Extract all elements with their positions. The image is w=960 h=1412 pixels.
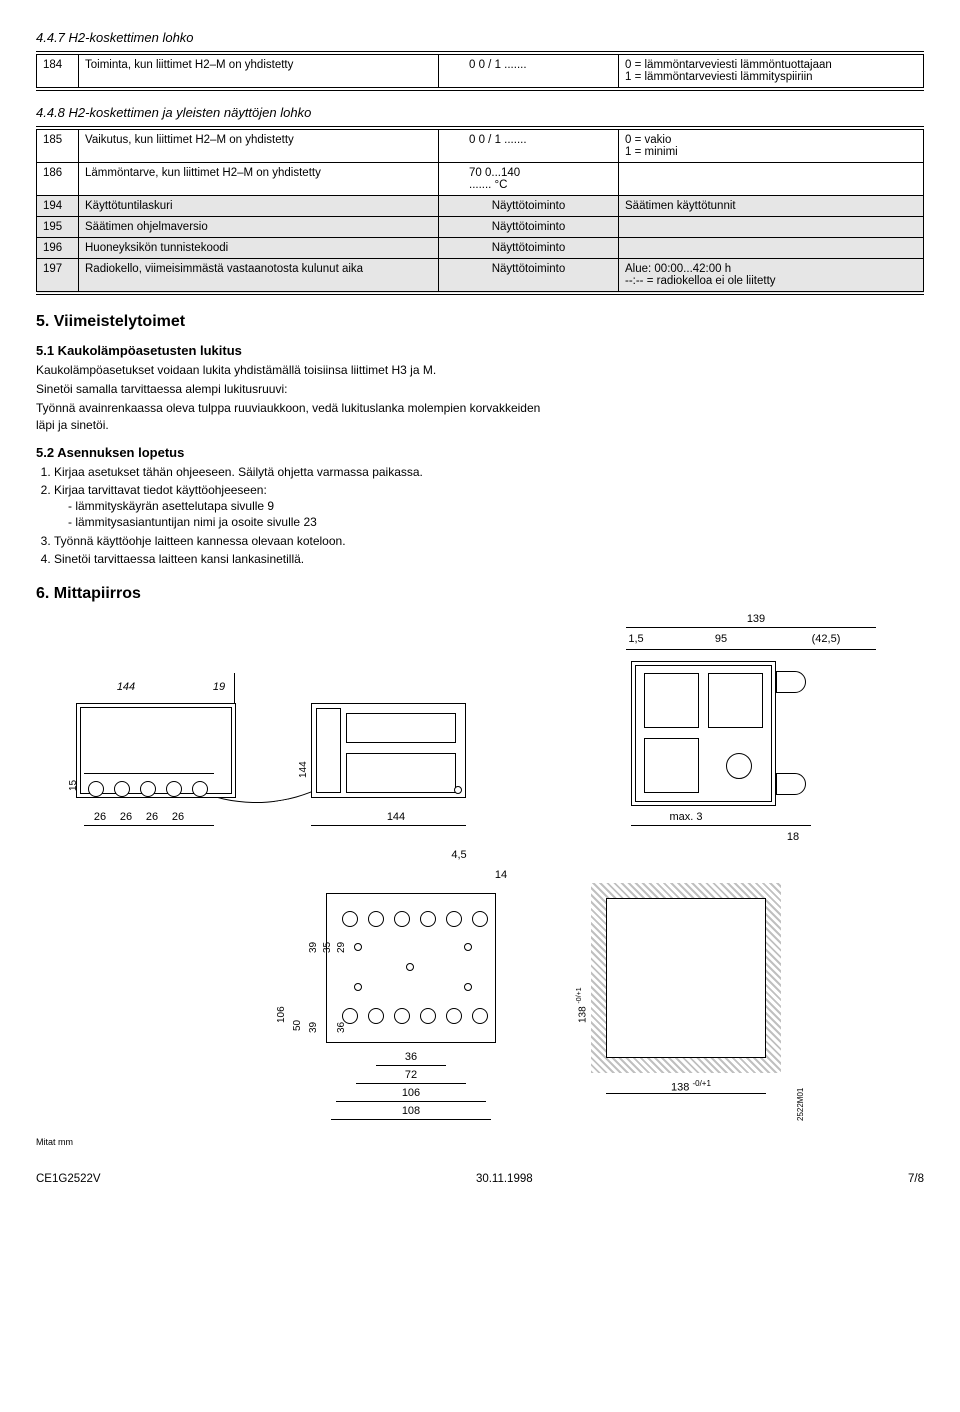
- dim-139: 139: [726, 613, 786, 625]
- table-row: 186Lämmöntarve, kun liittimet H2–M on yh…: [37, 163, 924, 196]
- heading-448: 4.4.8 H2-koskettimen ja yleisten näyttöj…: [36, 105, 924, 120]
- cell-val: 70 0...140 ....... °C: [439, 163, 619, 196]
- heading-52: 5.2 Asennuksen lopetus: [36, 445, 924, 460]
- cell-note: Alue: 00:00...42:00 h --:-- = radiokello…: [619, 259, 924, 294]
- para: Työnnä avainrenkaassa oleva tulppa ruuvi…: [36, 400, 556, 432]
- cell-desc: Radiokello, viimeisimmästä vastaanotosta…: [79, 259, 439, 294]
- table-row: 184 Toiminta, kun liittimet H2–M on yhdi…: [37, 53, 924, 89]
- cell-val: Näyttötoiminto: [439, 217, 619, 238]
- dim-35: 35: [322, 942, 333, 953]
- cell-note: 0 = vakio 1 = minimi: [619, 128, 924, 163]
- dim-72: 72: [391, 1069, 431, 1081]
- dim-108: 108: [386, 1105, 436, 1117]
- dim-26: 26: [140, 811, 164, 823]
- dim-26: 26: [166, 811, 190, 823]
- dim-144-b: 144: [298, 761, 309, 778]
- dim-14: 14: [486, 869, 516, 881]
- table-448: 185Vaikutus, kun liittimet H2–M on yhdis…: [36, 126, 924, 295]
- footer-center: 30.11.1998: [476, 1173, 533, 1185]
- cell-num: 194: [37, 196, 79, 217]
- dim-36: 36: [391, 1051, 431, 1063]
- dim-26: 26: [88, 811, 112, 823]
- drawing-code: 2522M01: [796, 1088, 805, 1121]
- cell-note: Säätimen käyttötunnit: [619, 196, 924, 217]
- footer-right: 7/8: [908, 1173, 924, 1185]
- dim-39: 39: [308, 1022, 319, 1033]
- dim-18: 18: [778, 831, 808, 843]
- cell-val: Näyttötoiminto: [439, 259, 619, 294]
- dimension-drawing: 139 1,5 95 (42,5) 144 19 15 26 26 26 26 …: [36, 613, 916, 1133]
- dim-max3: max. 3: [656, 811, 716, 823]
- heading-51: 5.1 Kaukolämpöasetusten lukitus: [36, 343, 924, 358]
- text-51: Kaukolämpöasetukset voidaan lukita yhdis…: [36, 362, 556, 433]
- dim-144-c: 144: [356, 811, 436, 823]
- cell-val: 0 0 / 1 .......: [439, 128, 619, 163]
- cell-desc: Toiminta, kun liittimet H2–M on yhdistet…: [79, 53, 439, 89]
- dim-106: 106: [276, 1006, 287, 1023]
- cell-val: Näyttötoiminto: [439, 196, 619, 217]
- dim-42-5: (42,5): [796, 633, 856, 645]
- dim-4-5: 4,5: [444, 849, 474, 861]
- para: Kaukolämpöasetukset voidaan lukita yhdis…: [36, 362, 556, 378]
- cell-num: 185: [37, 128, 79, 163]
- dim-106: 106: [386, 1087, 436, 1099]
- dim-19: 19: [204, 681, 234, 693]
- list-item: Kirjaa asetukset tähän ohjeeseen. Säilyt…: [54, 464, 556, 480]
- cell-num: 184: [37, 53, 79, 89]
- footer-left: CE1G2522V: [36, 1173, 101, 1185]
- cell-num: 196: [37, 238, 79, 259]
- cell-note: [619, 217, 924, 238]
- cell-desc: Huoneyksikön tunnistekoodi: [79, 238, 439, 259]
- cell-note: 0 = lämmöntarveviesti lämmöntuottajaan 1…: [619, 53, 924, 89]
- cell-note: [619, 238, 924, 259]
- list-text: Kirjaa tarvittavat tiedot käyttöohjeesee…: [54, 483, 267, 497]
- heading-5: 5. Viimeistelytoimet: [36, 313, 924, 331]
- cell-num: 186: [37, 163, 79, 196]
- cell-desc: Lämmöntarve, kun liittimet H2–M on yhdis…: [79, 163, 439, 196]
- dash-item: - lämmityskäyrän asettelutapa sivulle 9: [68, 498, 556, 514]
- table-row: 196Huoneyksikön tunnistekoodiNäyttötoimi…: [37, 238, 924, 259]
- dim-15: 15: [68, 780, 79, 791]
- heading-447: 4.4.7 H2-koskettimen lohko: [36, 30, 924, 45]
- units-note: Mitat mm: [36, 1137, 924, 1147]
- page-footer: CE1G2522V 30.11.1998 7/8: [36, 1173, 924, 1185]
- dim-138-v: 138 -0/+1: [576, 987, 588, 1023]
- cell-desc: Vaikutus, kun liittimet H2–M on yhdistet…: [79, 128, 439, 163]
- cell-val: Näyttötoiminto: [439, 238, 619, 259]
- dim-50: 50: [292, 1020, 303, 1031]
- dim-29: 29: [336, 942, 347, 953]
- table-row: 185Vaikutus, kun liittimet H2–M on yhdis…: [37, 128, 924, 163]
- table-row: 194KäyttötuntilaskuriNäyttötoimintoSääti…: [37, 196, 924, 217]
- cell-num: 195: [37, 217, 79, 238]
- dim-95: 95: [696, 633, 746, 645]
- table-row: 195Säätimen ohjelmaversioNäyttötoiminto: [37, 217, 924, 238]
- table-447: 184 Toiminta, kun liittimet H2–M on yhdi…: [36, 51, 924, 91]
- cell-note: [619, 163, 924, 196]
- view-e-cutout: [606, 898, 766, 1058]
- dim-36: 36: [336, 1022, 347, 1033]
- dim-138-h: 138 -0/+1: [646, 1079, 736, 1094]
- dim-144-a: 144: [96, 681, 156, 693]
- cell-desc: Käyttötuntilaskuri: [79, 196, 439, 217]
- dim-26: 26: [114, 811, 138, 823]
- cell-desc: Säätimen ohjelmaversio: [79, 217, 439, 238]
- dim-1-5: 1,5: [621, 633, 651, 645]
- cell-num: 197: [37, 259, 79, 294]
- para: Sinetöi samalla tarvittaessa alempi luki…: [36, 381, 556, 397]
- table-row: 197Radiokello, viimeisimmästä vastaanoto…: [37, 259, 924, 294]
- cell-val: 0 0 / 1 .......: [439, 53, 619, 89]
- dim-39: 39: [308, 942, 319, 953]
